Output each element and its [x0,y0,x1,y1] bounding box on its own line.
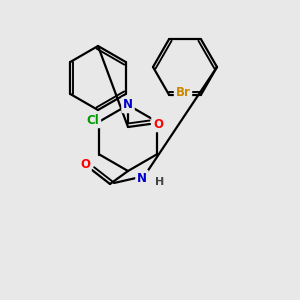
Text: Cl: Cl [87,113,99,127]
Text: N: N [137,172,147,184]
Text: O: O [153,118,163,130]
Text: N: N [123,98,133,112]
Text: Br: Br [176,86,190,99]
Text: O: O [80,158,90,172]
Text: H: H [155,177,165,187]
